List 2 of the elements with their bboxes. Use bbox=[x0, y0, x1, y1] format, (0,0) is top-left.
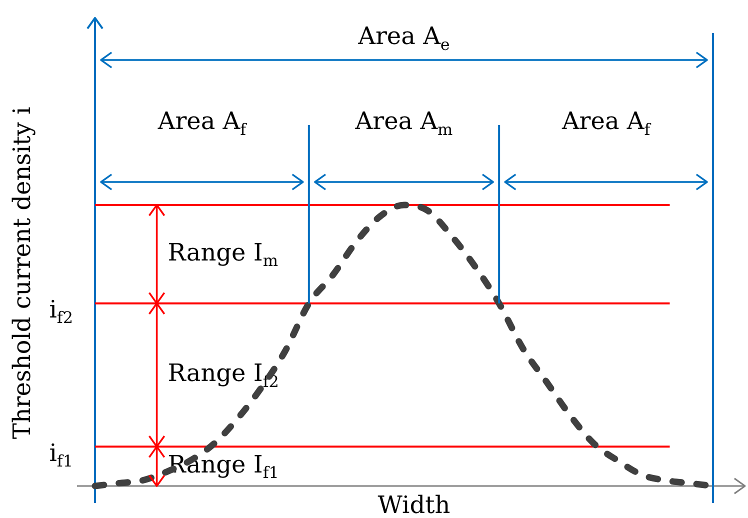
x-axis-title: Width bbox=[378, 491, 450, 518]
y-axis-title: Threshold current density i bbox=[8, 106, 36, 440]
